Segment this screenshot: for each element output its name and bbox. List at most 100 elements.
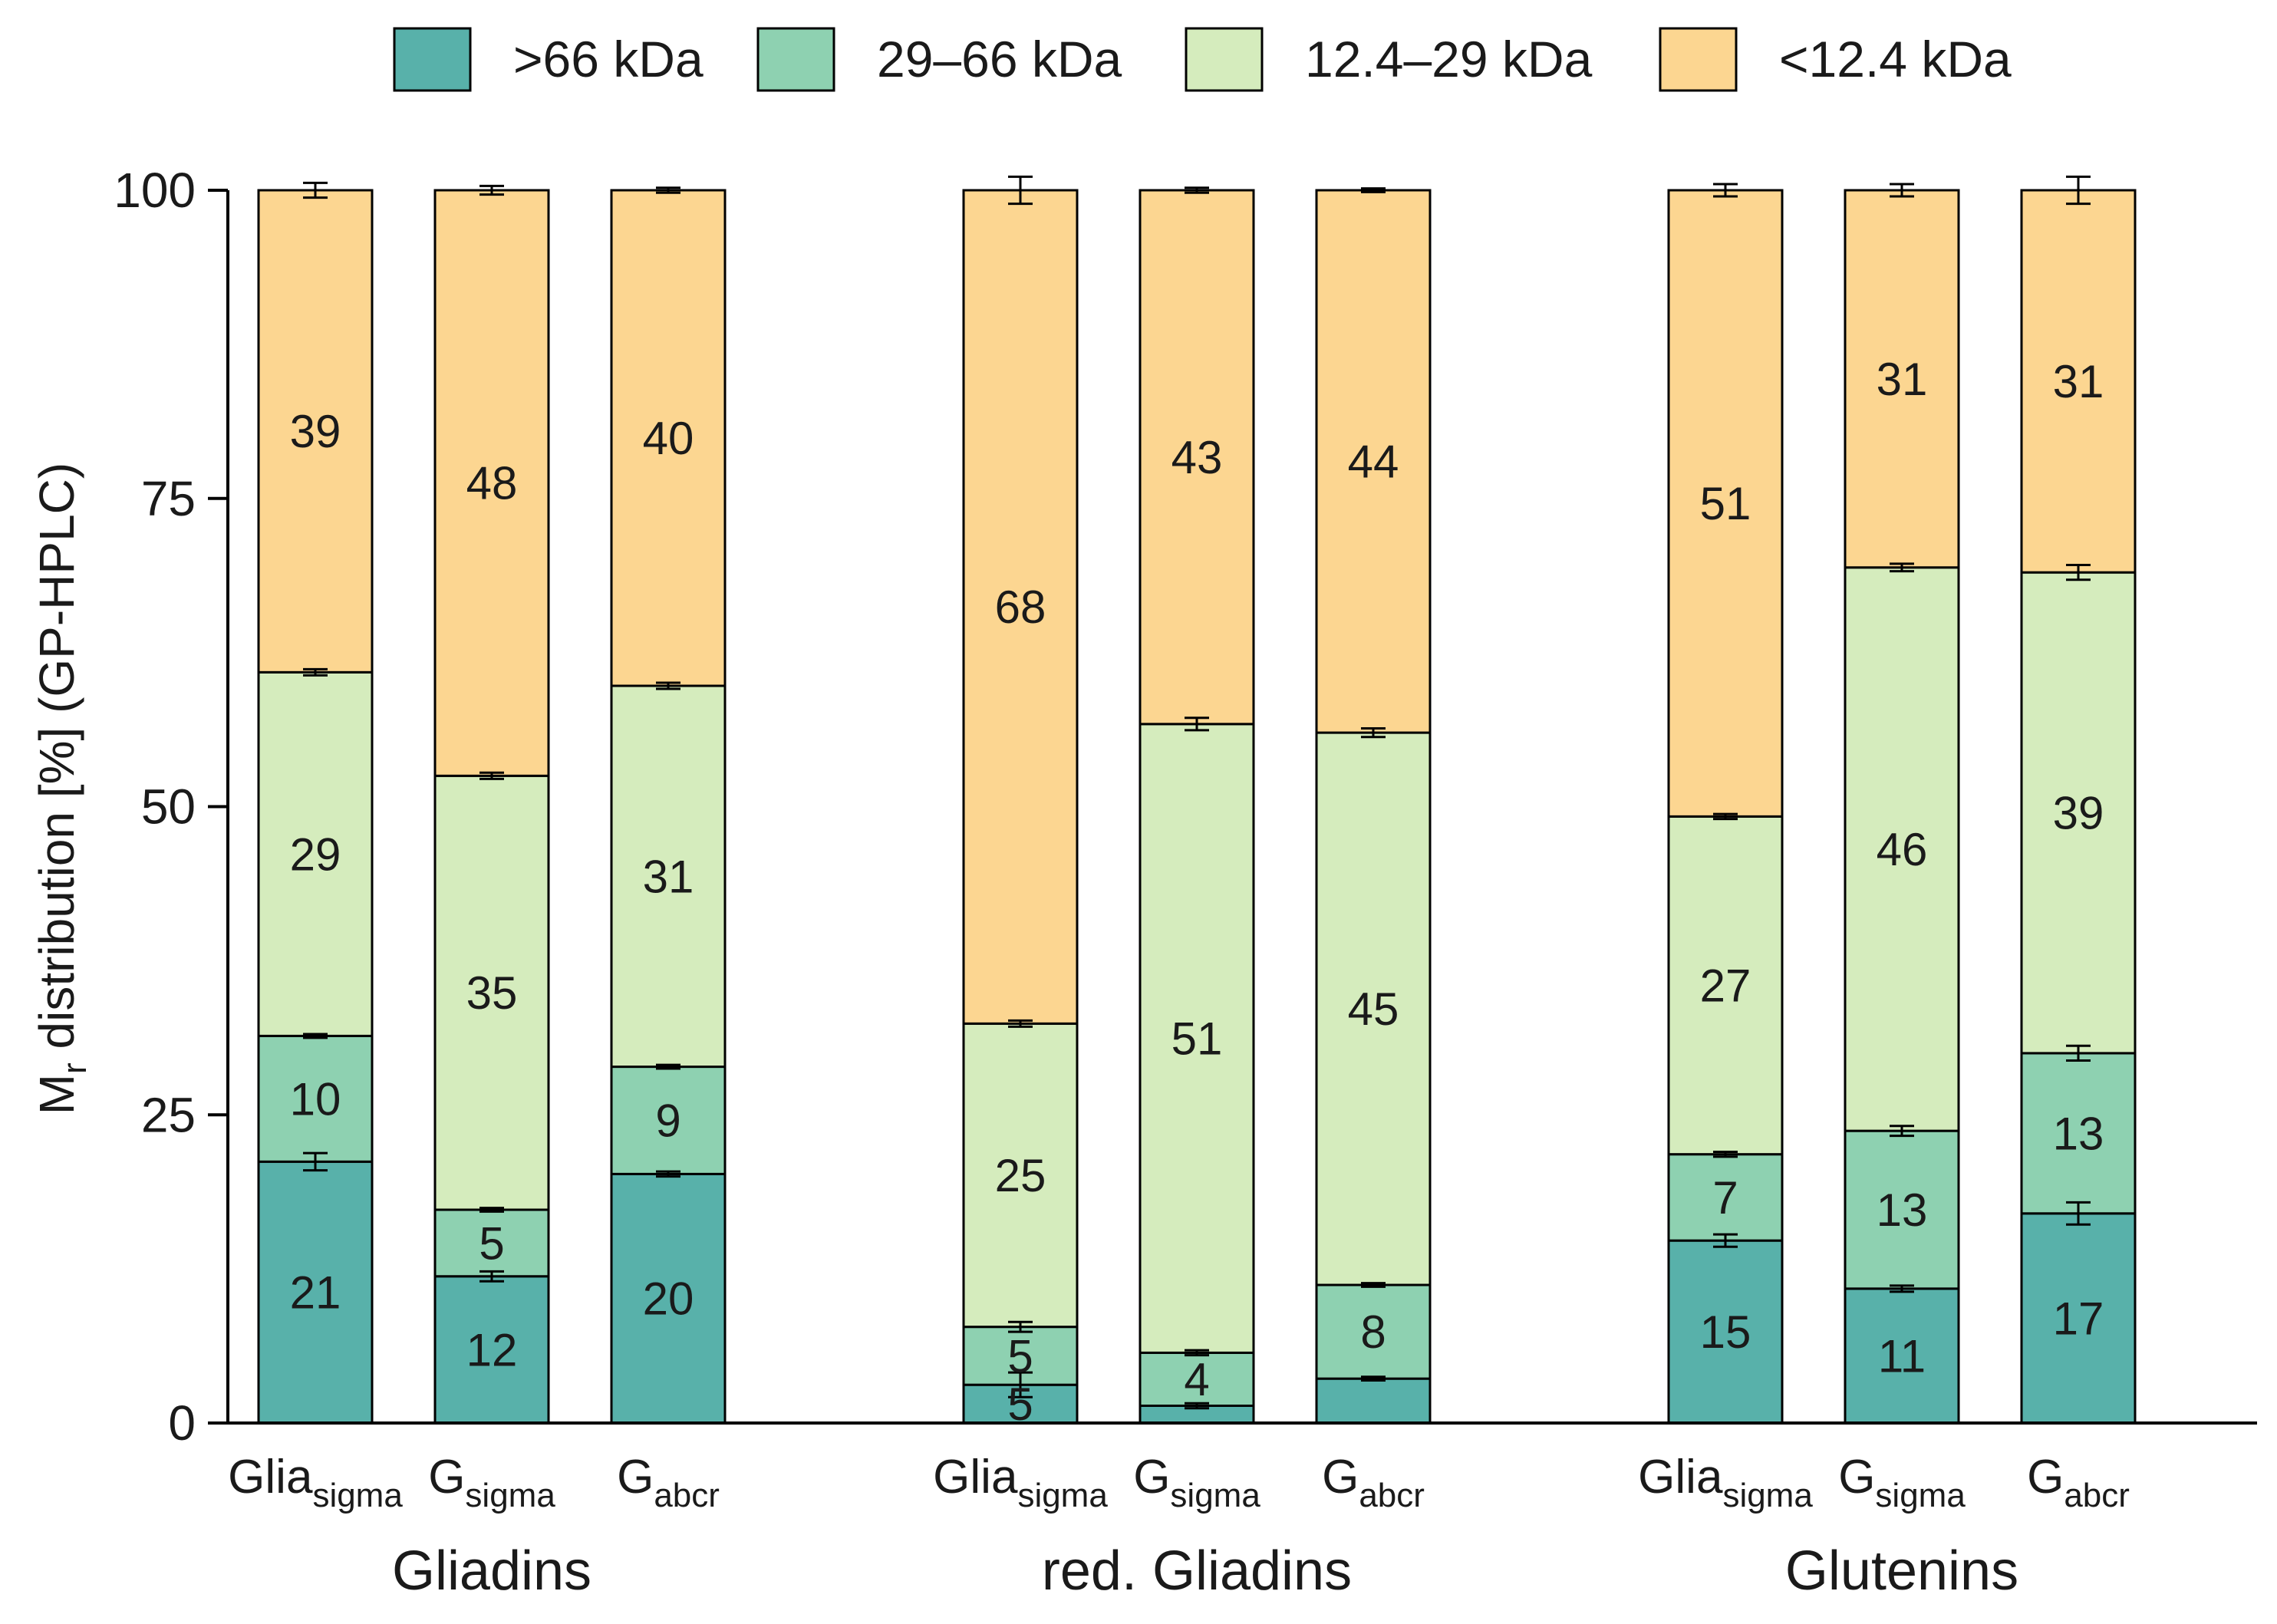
- stacked-bar: 11 13 46 31: [1844, 183, 1960, 1425]
- stacked-bar: 17 13 39 31: [2020, 175, 2137, 1425]
- error-bar: [479, 184, 504, 196]
- stacked-bar: 12 5 35 48: [433, 184, 550, 1425]
- data-label: 31: [2053, 356, 2104, 407]
- y-axis: 0 25 50 75 100: [114, 163, 229, 1451]
- legend-swatch: [393, 27, 472, 92]
- bars: 2110293912535482093140552568451438454415…: [257, 175, 2137, 1430]
- stacked-bar: 55 25 68: [962, 175, 1079, 1430]
- stacked-bar: 21 10 29 39: [257, 181, 374, 1425]
- error-bar: [1890, 183, 1914, 198]
- bar-segment: [962, 1022, 1079, 1329]
- legend-label: >66 kDa: [513, 31, 704, 87]
- category-label: Gsigma: [1838, 1451, 1966, 1514]
- error-bar: [1361, 726, 1386, 739]
- error-bar: [303, 1033, 328, 1039]
- y-axis-label-subscript: r: [56, 1062, 94, 1074]
- error-bar: [1008, 1371, 1033, 1398]
- error-bar: [303, 667, 328, 677]
- data-label: 35: [466, 967, 518, 1019]
- data-label: 43: [1171, 432, 1223, 483]
- error-bar: [2066, 1201, 2091, 1226]
- error-bar: [1713, 812, 1738, 821]
- bar-segment: [2020, 189, 2137, 574]
- data-label: 45: [1348, 983, 1399, 1035]
- y-axis-label: Mr distribution [%] (GP-HPLC): [29, 463, 94, 1115]
- category-label: Gliasigma: [1638, 1451, 1813, 1514]
- data-label: 13: [2053, 1108, 2104, 1159]
- error-bar: [479, 1270, 504, 1283]
- error-bar: [1185, 186, 1209, 194]
- bar-group: 21 10 29 39 12 5 35 48 20 9 31 40: [257, 181, 727, 1425]
- y-axis-label-rest: distribution [%] (GP-HPLC): [29, 463, 84, 1062]
- error-bar: [656, 681, 680, 690]
- data-label: 5: [1007, 1330, 1033, 1382]
- y-tick-label: 100: [114, 163, 196, 218]
- data-label: 5: [479, 1217, 504, 1269]
- legend: >66 kDa 29–66 kDa 12.4–29 kDa <12.4 kDa: [393, 27, 2012, 92]
- legend-swatch: [1185, 27, 1264, 92]
- data-label: 48: [466, 458, 518, 509]
- stacked-bar: 20 9 31 40: [610, 186, 727, 1425]
- data-label: 10: [290, 1073, 341, 1125]
- data-label: 9: [655, 1095, 680, 1146]
- bar-segment: [433, 774, 550, 1211]
- bar-segment: [1315, 1377, 1432, 1425]
- legend-label: 29–66 kDa: [877, 31, 1122, 87]
- data-label: 44: [1348, 436, 1399, 488]
- category-label: Gliasigma: [228, 1451, 403, 1514]
- y-axis-label-main: M: [29, 1074, 84, 1115]
- bar-segment: [1844, 566, 1960, 1132]
- legend-item: 12.4–29 kDa: [1185, 27, 1593, 92]
- error-bar: [1361, 1375, 1386, 1382]
- data-label: 8: [1360, 1306, 1386, 1358]
- bar-segment: [610, 1066, 727, 1175]
- data-label: 21: [290, 1267, 341, 1319]
- category-label: Gabcr: [1322, 1451, 1425, 1514]
- x-axis: Gliasigma Gsigma Gabcr Gliadins Gliasigma Gsi…: [228, 1421, 2257, 1602]
- error-bar: [1185, 716, 1209, 732]
- error-bar: [1185, 1349, 1209, 1357]
- y-tick-label: 50: [141, 779, 196, 835]
- bar-group: 55 25 68 4 51 43 8 45 44: [962, 175, 1432, 1430]
- category-label: Gsigma: [1133, 1451, 1260, 1514]
- error-bar: [303, 181, 328, 199]
- category-label: Gabcr: [617, 1451, 720, 1514]
- error-bar: [1890, 1284, 1914, 1293]
- bar-segment: [1844, 1287, 1960, 1425]
- error-bar: [2066, 1044, 2091, 1062]
- error-bar: [1890, 1125, 1914, 1138]
- error-bar: [2066, 564, 2091, 581]
- bar-group: 15 7 27 51 11 13 46 31 17 13 39 31: [1667, 175, 2137, 1425]
- data-label: 17: [2053, 1293, 2104, 1344]
- bar-segment: [1667, 815, 1784, 1156]
- category-label: Gliasigma: [933, 1451, 1108, 1514]
- category-label: Gsigma: [428, 1451, 555, 1514]
- bar-segment: [610, 1172, 727, 1425]
- bar-segment: [433, 189, 550, 777]
- bar-segment: [1138, 1351, 1255, 1408]
- data-label: 11: [1878, 1330, 1926, 1382]
- bar-segment: [610, 189, 727, 687]
- legend-swatch: [756, 27, 835, 92]
- error-bar: [656, 1170, 680, 1178]
- data-label: 5: [1007, 1379, 1033, 1430]
- error-bar: [1890, 562, 1914, 573]
- data-label: 31: [1877, 354, 1928, 405]
- stacked-bar: 8 45 44: [1315, 187, 1432, 1425]
- error-bar: [1361, 187, 1386, 193]
- group-label: Glutenins: [1785, 1540, 2018, 1602]
- error-bar: [2066, 175, 2091, 206]
- data-label: 46: [1877, 824, 1928, 875]
- bar-segment: [433, 1208, 550, 1278]
- bar-segment: [1667, 189, 1784, 818]
- data-label: 39: [290, 406, 341, 457]
- y-tick-label: 75: [141, 471, 196, 526]
- error-bar: [479, 1207, 504, 1213]
- data-label: 39: [2053, 788, 2104, 839]
- bar-segment: [962, 189, 1079, 1025]
- error-bar: [1713, 1150, 1738, 1158]
- error-bar: [1008, 1320, 1033, 1333]
- bar-segment: [1667, 1239, 1784, 1425]
- bar-segment: [2020, 571, 2137, 1055]
